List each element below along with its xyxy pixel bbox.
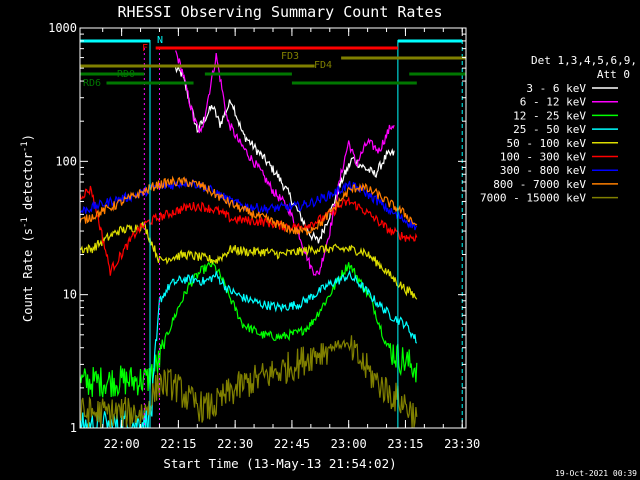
flag-label-fd4: FD4 [314,60,332,71]
x-tick-label-2: 22:30 [217,437,253,451]
footer-date: 19-Oct-2021 00:39 [555,469,637,478]
flag-label-rd6: RD6 [83,78,101,89]
legend-label-5: 100 - 300 keV [500,151,586,164]
flags-layer: NF FD3 FD4 RD0 RD6 [80,35,466,428]
legend-label-0: 3 - 6 keV [526,82,586,95]
legend-label-7: 800 - 7000 keV [493,178,586,191]
legend-label-8: 7000 - 15000 keV [480,192,586,205]
y-tick-label-3: 1000 [48,21,77,35]
chart-title: RHESSI Observing Summary Count Rates [117,3,442,21]
series-line-4-0 [80,221,418,300]
series-line-7-0 [80,175,418,236]
x-tick-label-6: 23:30 [444,437,480,451]
axes-layer: 22:00 22:15 22:30 22:45 23:00 23:15 23:30 1 10 10… [48,21,480,451]
legend-label-1: 6 - 12 keV [520,96,587,109]
flag-label-n: N [157,35,163,46]
series-line-6-0 [80,178,418,231]
legend-label-3: 25 - 50 keV [513,123,586,136]
x-tick-label-5: 23:15 [387,437,423,451]
legend-label-2: 12 - 25 keV [513,109,586,122]
series-line-8-0 [80,335,418,428]
y-axis-label: Count Rate (s-1 detector-1) [20,134,35,322]
legend-header-attenuator: Att 0 [597,68,630,81]
x-tick-label-4: 23:00 [331,437,367,451]
flag-label-fd3: FD3 [281,51,299,62]
series-line-2-0 [80,259,418,398]
series-line-5-0 [80,185,418,276]
legend-label-4: 50 - 100 keV [507,137,587,150]
y-tick-label-1: 10 [63,288,77,302]
legend-header-detectors: Det 1,3,4,5,6,9, [531,54,637,67]
y-tick-label-0: 1 [70,421,77,435]
x-tick-label-0: 22:00 [104,437,140,451]
flag-label-f: F [142,43,148,54]
x-tick-label-1: 22:15 [160,437,196,451]
flag-label-rd0: RD0 [117,69,135,80]
legend-label-6: 300 - 800 keV [500,164,586,177]
x-axis-label: Start Time (13-May-13 21:54:02) [163,456,396,471]
x-tick-label-3: 22:45 [274,437,310,451]
y-tick-label-2: 100 [55,154,77,168]
